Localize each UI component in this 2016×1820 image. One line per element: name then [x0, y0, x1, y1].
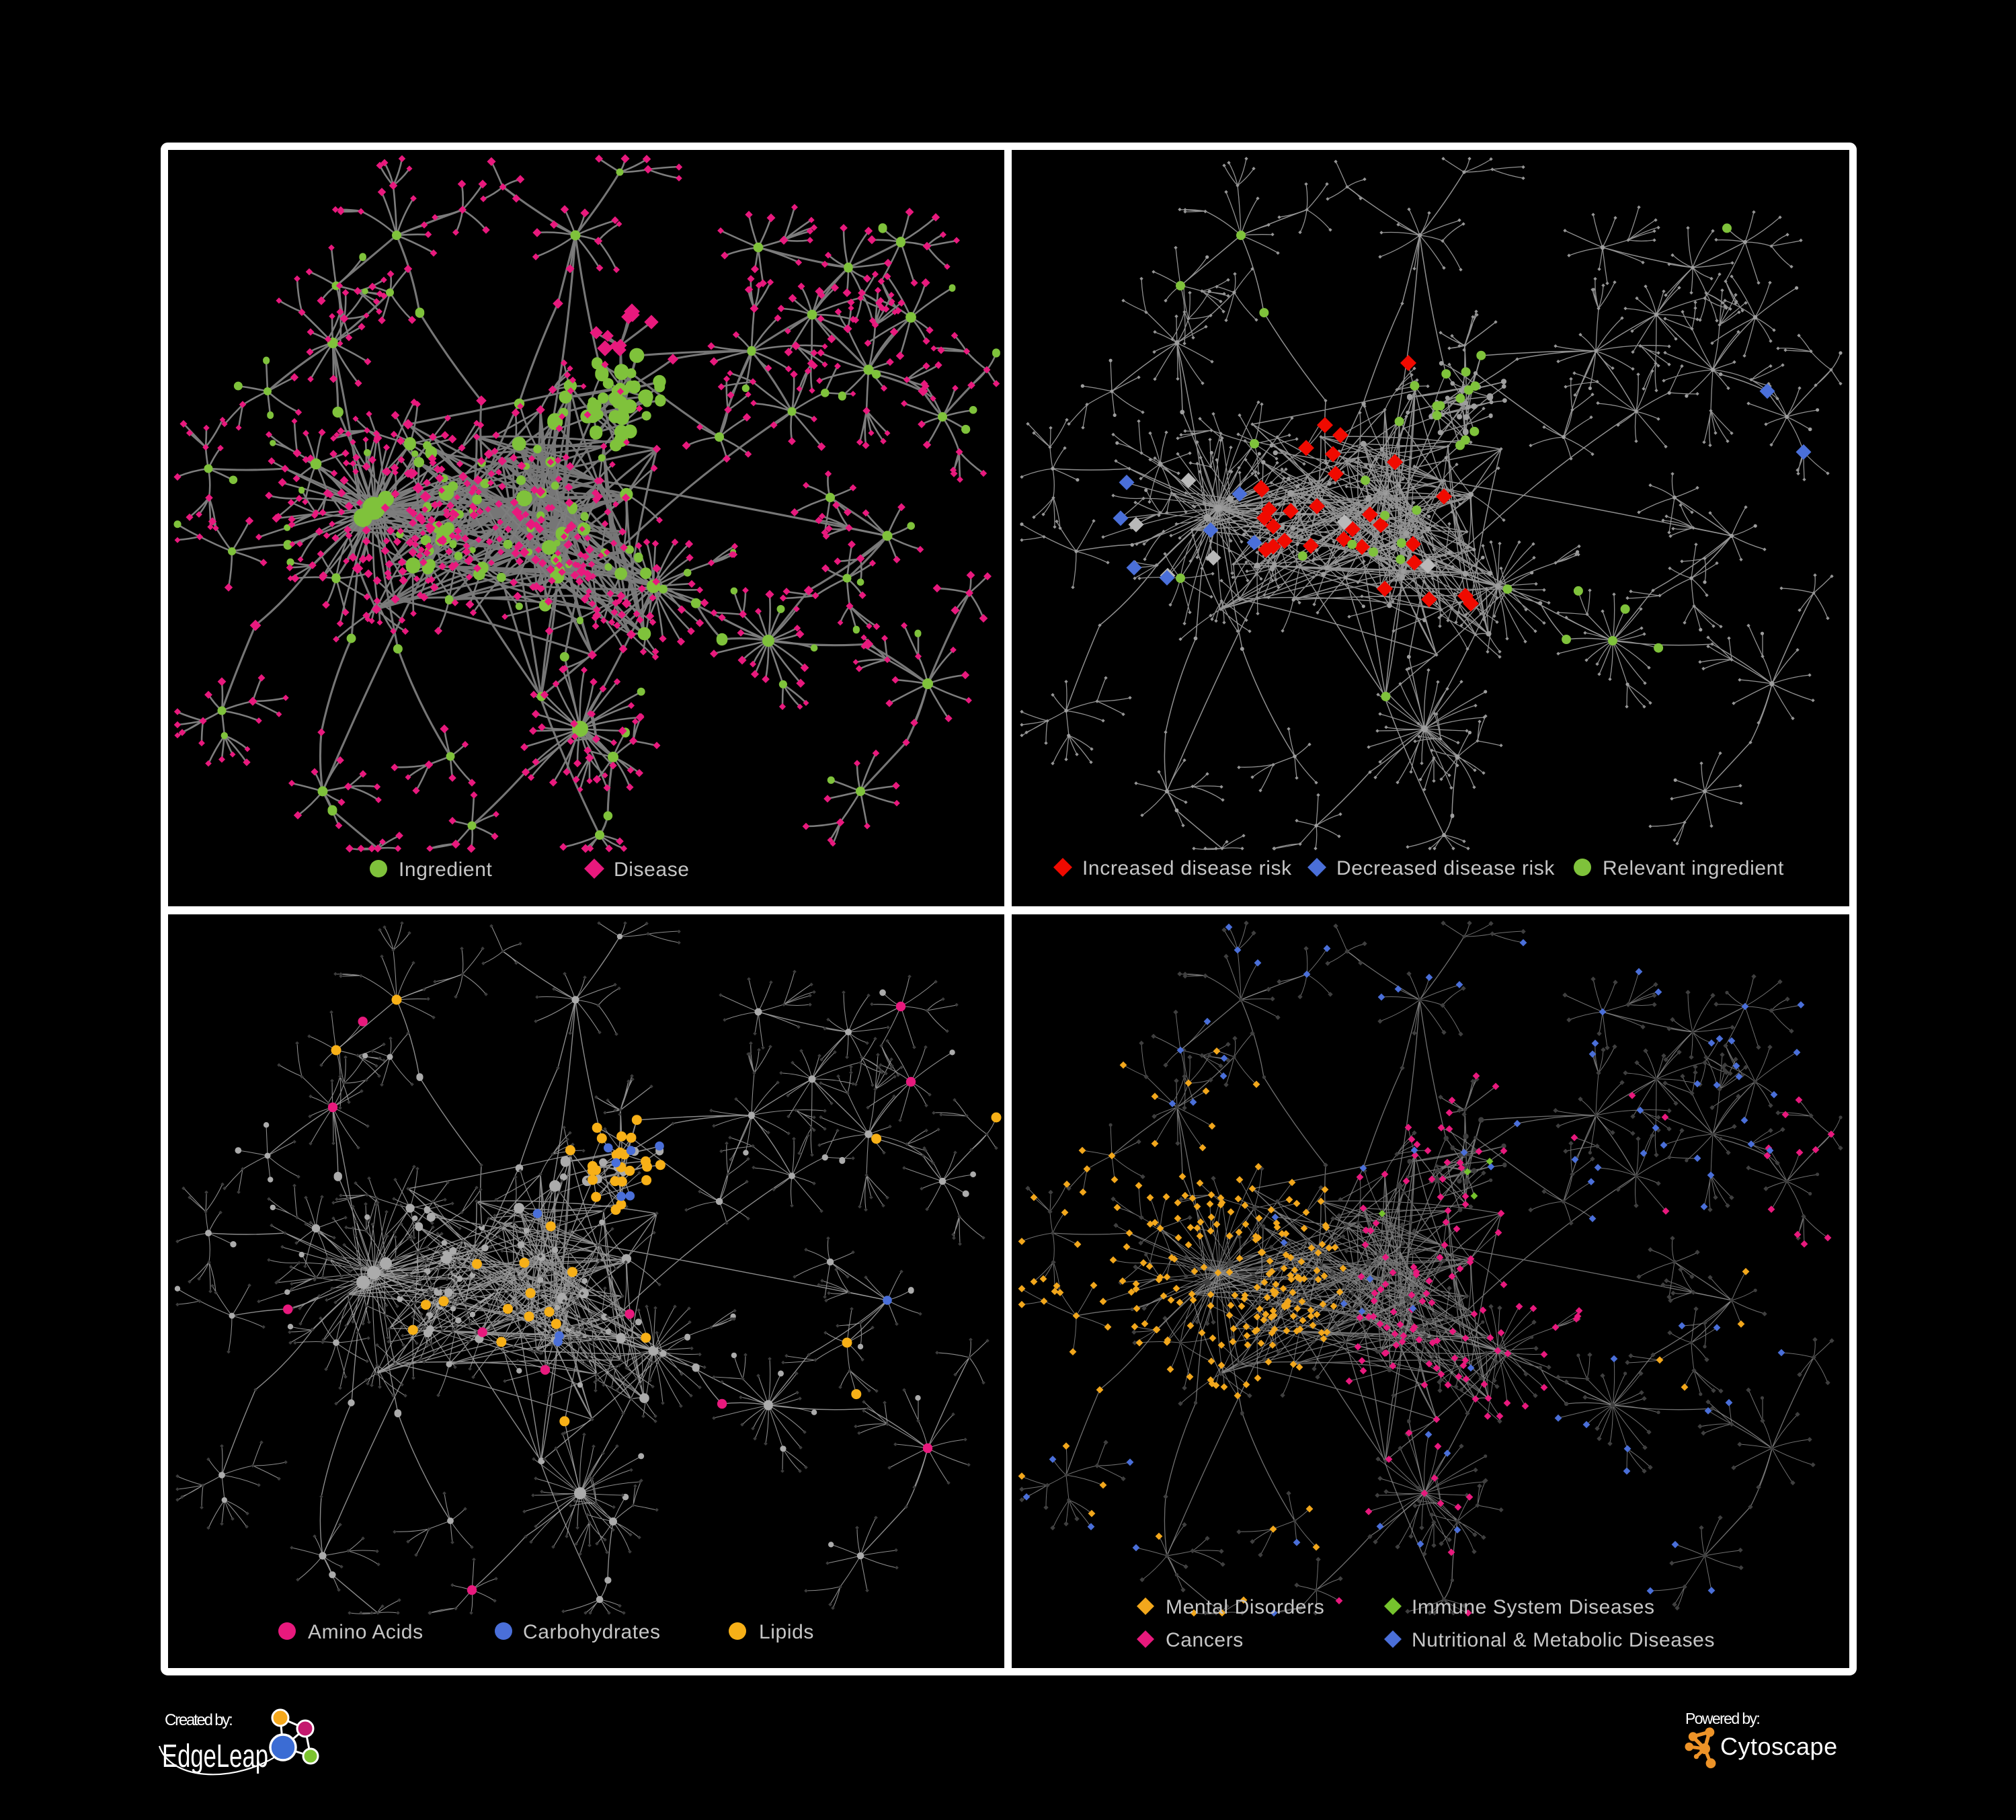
svg-text:Carbohydrates: Carbohydrates: [523, 1621, 661, 1643]
svg-text:Immune System Diseases: Immune System Diseases: [1412, 1596, 1655, 1618]
svg-text:Mental Disorders: Mental Disorders: [1166, 1596, 1324, 1618]
svg-text:Powered by:: Powered by:: [1685, 1710, 1761, 1727]
svg-text:Cytoscape: Cytoscape: [1720, 1733, 1838, 1760]
svg-text:Disease: Disease: [614, 859, 690, 881]
svg-text:Created by:: Created by:: [165, 1711, 233, 1729]
svg-text:Ingredient: Ingredient: [399, 859, 492, 881]
svg-text:EdgeLeap: EdgeLeap: [162, 1739, 268, 1774]
svg-text:Cancers: Cancers: [1166, 1629, 1244, 1651]
svg-text:Decreased disease risk: Decreased disease risk: [1336, 857, 1555, 879]
svg-text:Nutritional & Metabolic Diseas: Nutritional & Metabolic Diseases: [1412, 1629, 1715, 1651]
svg-text:Relevant ingredient: Relevant ingredient: [1603, 857, 1784, 879]
svg-text:Increased disease risk: Increased disease risk: [1082, 857, 1292, 879]
svg-text:Amino Acids: Amino Acids: [308, 1621, 424, 1643]
svg-text:Lipids: Lipids: [759, 1621, 814, 1643]
